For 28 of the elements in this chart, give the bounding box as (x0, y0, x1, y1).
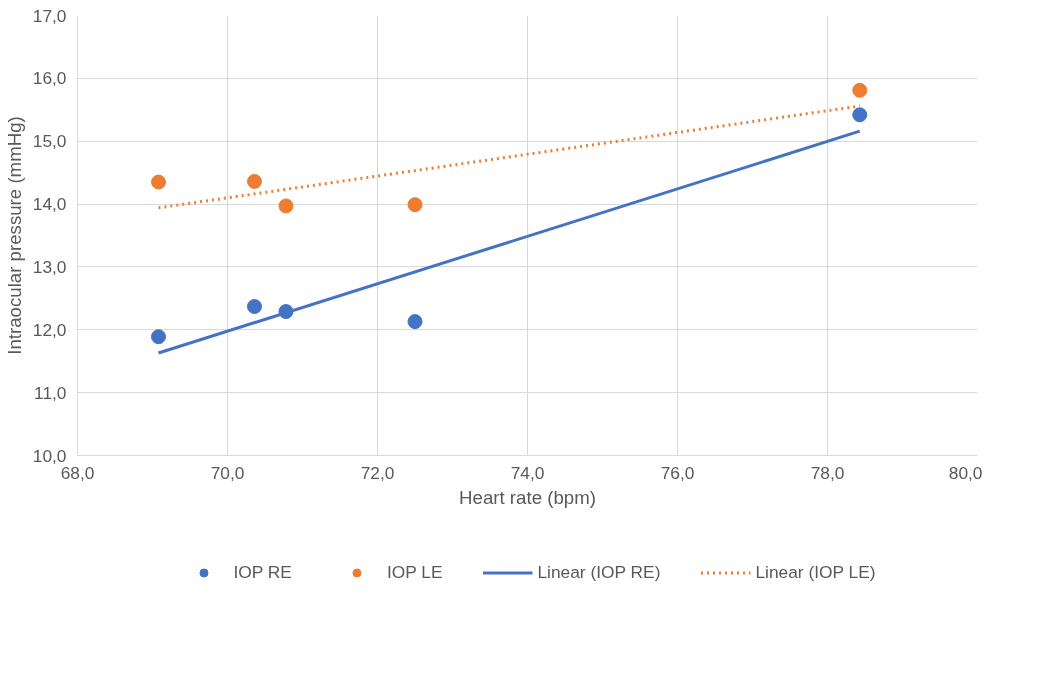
x-tick-label: 76,0 (660, 462, 695, 483)
y-tick-label: 14,0 (32, 194, 67, 215)
legend-label: IOP LE (386, 561, 443, 583)
y-axis-title: Intraocular pressure (mmHg) (3, 116, 25, 355)
x-tick-label: 80,0 (948, 462, 983, 483)
point (151, 329, 166, 345)
point (247, 173, 262, 189)
y-tick-label: 17,0 (32, 5, 67, 26)
point (407, 197, 423, 213)
point (852, 107, 868, 123)
y-tick-label: 16,0 (32, 68, 67, 89)
point (278, 198, 294, 214)
legend-label: IOP RE (233, 561, 292, 583)
y-tick-label: 13,0 (32, 256, 67, 277)
x-tick-label: 78,0 (810, 462, 845, 483)
y-tick-label: 15,0 (32, 131, 67, 152)
x-tick-label: 72,0 (360, 462, 395, 483)
x-tick-label: 74,0 (510, 462, 545, 483)
y-tick-label: 11,0 (34, 382, 67, 403)
point (852, 82, 868, 98)
point (407, 314, 423, 330)
legend-label: Linear (IOP LE) (755, 561, 876, 583)
point (151, 174, 166, 190)
x-tick-label: 70,0 (210, 462, 245, 483)
point (247, 299, 262, 315)
y-tick-label: 12,0 (32, 319, 67, 340)
legend-label: Linear (IOP RE) (537, 561, 661, 583)
x-axis-title: Heart rate (bpm) (459, 486, 596, 508)
